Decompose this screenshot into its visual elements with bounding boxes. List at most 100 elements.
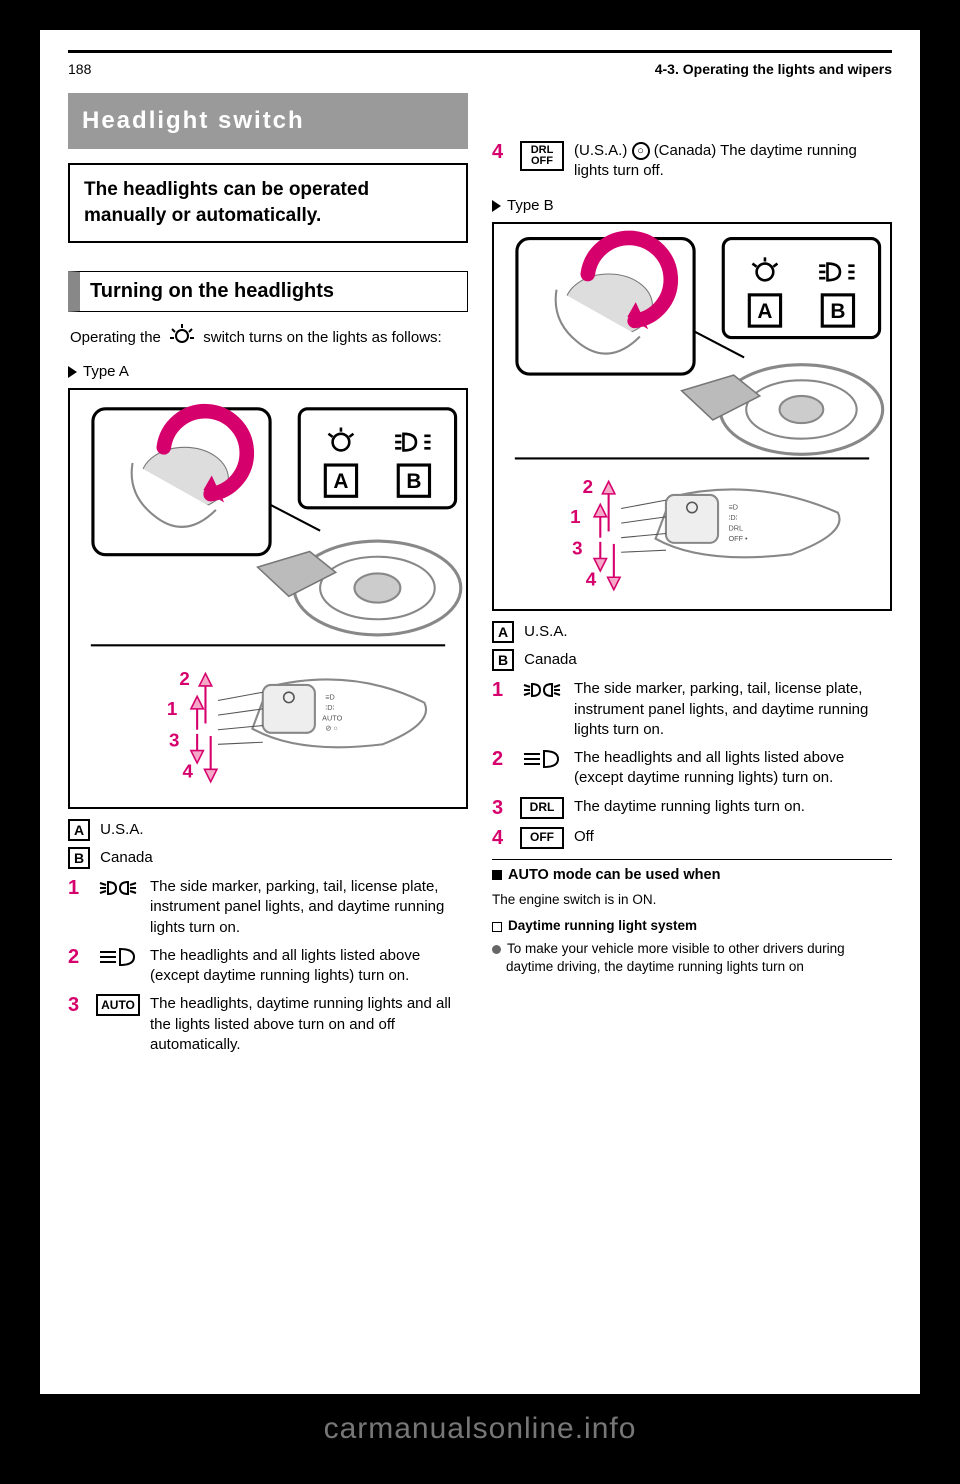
item-b4-num: 4 xyxy=(492,827,510,849)
legend-b: B Canada xyxy=(68,847,468,869)
svg-text:B: B xyxy=(830,300,845,323)
square-bullet-icon xyxy=(492,870,502,880)
drl-off-icon: DRLOFF xyxy=(520,141,564,171)
svg-text:AUTO: AUTO xyxy=(322,714,342,723)
side-marker-icon-b xyxy=(520,679,564,701)
legend-a: A U.S.A. xyxy=(68,819,468,841)
item-num-4: 4 xyxy=(492,141,510,163)
item-a4-text: (U.S.A.) ○ (Canada) The daytime run­ning… xyxy=(574,141,892,182)
svg-text:4: 4 xyxy=(183,761,194,782)
headlight-icon xyxy=(96,946,140,968)
intro-box: The headlights can be oper­ated manually… xyxy=(68,163,468,242)
note-bullet: To make your vehicle more visible to oth… xyxy=(506,940,892,976)
svg-text:B: B xyxy=(406,470,421,493)
svg-text:⊘ ○: ⊘ ○ xyxy=(325,724,338,733)
svg-text:4: 4 xyxy=(586,568,597,589)
drl-icon: DRL xyxy=(520,797,564,819)
type-a-label: Type A xyxy=(68,362,468,382)
note-sub-text: Daytime running light system xyxy=(508,918,697,933)
item-a2: 2 The headlights and all lights listed a… xyxy=(68,946,468,987)
item-a1: 1 The side marker, parking, tail, licens… xyxy=(68,877,468,938)
lamp-icon xyxy=(169,324,195,352)
page: 188 4-3. Operating the lights and wipers… xyxy=(40,30,920,1394)
top-rule xyxy=(68,50,892,53)
page-number: 188 xyxy=(68,61,91,83)
item-b3-num: 3 xyxy=(492,797,510,819)
figure-type-b: A B ≡D ∶D∶ DRL xyxy=(492,222,892,612)
svg-text:≡D: ≡D xyxy=(728,502,738,511)
item-num-3: 3 xyxy=(68,994,86,1016)
note-head: AUTO mode can be used when xyxy=(492,866,892,886)
auto-icon: AUTO xyxy=(96,994,140,1016)
svg-text:2: 2 xyxy=(179,668,189,689)
box-a: A xyxy=(68,819,90,841)
item-a3-text: The headlights, day­time running lights … xyxy=(150,994,468,1055)
notes-rule xyxy=(492,859,892,860)
headlight-icon-b xyxy=(520,748,564,770)
legend-b-b: B Canada xyxy=(492,649,892,671)
item-num-1: 1 xyxy=(68,877,86,899)
box-b: B xyxy=(68,847,90,869)
item-b1: 1 The side marker, parking, tail, licens… xyxy=(492,679,892,740)
box-b2: B xyxy=(492,649,514,671)
triangle-icon-b xyxy=(492,200,501,212)
main-heading: Headlight switch xyxy=(68,93,468,149)
note-bullet-text: To make your vehicle more visible to oth… xyxy=(506,941,845,974)
box-a2: A xyxy=(492,621,514,643)
type-b-label: Type B xyxy=(492,196,892,216)
item-b1-num: 1 xyxy=(492,679,510,701)
svg-text:∶D∶: ∶D∶ xyxy=(325,703,334,712)
left-column: Headlight switch The headlights can be o… xyxy=(68,93,468,1063)
svg-text:A: A xyxy=(757,300,772,323)
item-a3: 3 AUTO The headlights, day­time running … xyxy=(68,994,468,1055)
footer-watermark: carmanualsonline.info xyxy=(0,1412,960,1446)
svg-text:1: 1 xyxy=(570,506,580,527)
square-open-icon xyxy=(492,922,502,932)
legend-a-text: U.S.A. xyxy=(100,821,143,838)
svg-text:OFF •: OFF • xyxy=(728,534,748,543)
svg-text:2: 2 xyxy=(583,476,593,497)
note-sub: Daytime running light system xyxy=(492,917,892,935)
a4-pre: (U.S.A.) xyxy=(574,142,627,159)
item-b3-text: The daytime running lights turn on. xyxy=(574,797,892,817)
operate-pre: Operating the xyxy=(70,329,161,346)
item-b1-text: The side marker, parking, tail, license … xyxy=(574,679,892,740)
legend-b-text: Canada xyxy=(100,849,153,866)
note-head-sub: The engine switch is in ON. xyxy=(492,891,892,909)
right-column: 4 DRLOFF (U.S.A.) ○ (Canada) The daytime… xyxy=(492,93,892,1063)
item-b2: 2 The headlights and all lights listed a… xyxy=(492,748,892,789)
item-b2-num: 2 xyxy=(492,748,510,770)
item-b4-text: Off xyxy=(574,827,892,847)
item-b2-text: The headlights and all lights listed abo… xyxy=(574,748,892,789)
item-a1-text: The side marker, parking, tail, license … xyxy=(150,877,468,938)
svg-text:∶D∶: ∶D∶ xyxy=(728,513,737,522)
svg-text:DRL: DRL xyxy=(728,523,743,532)
columns: Headlight switch The headlights can be o… xyxy=(68,93,892,1063)
item-num-2: 2 xyxy=(68,946,86,968)
item-b3: 3 DRL The daytime running lights turn on… xyxy=(492,797,892,819)
svg-text:A: A xyxy=(333,470,348,493)
note-head-text: AUTO mode can be used when xyxy=(508,867,720,883)
type-a-text: Type A xyxy=(83,362,129,382)
circle-off-icon: ○ xyxy=(632,142,650,160)
off-icon: OFF xyxy=(520,827,564,849)
svg-text:3: 3 xyxy=(572,537,582,558)
legend-a-text2: U.S.A. xyxy=(524,623,567,640)
triangle-icon xyxy=(68,366,77,378)
legend-b-text2: Canada xyxy=(524,651,577,668)
operate-post: switch turns on the lights as follows: xyxy=(203,329,441,346)
item-a2-text: The headlights and all lights listed abo… xyxy=(150,946,468,987)
subheading: Turning on the headlights xyxy=(68,271,468,312)
chapter-title: 4-3. Operating the lights and wipers xyxy=(655,61,892,83)
page-header: 188 4-3. Operating the lights and wipers xyxy=(68,61,892,83)
operate-text: Operating the switch turns on the lights… xyxy=(70,324,466,352)
item-a4: 4 DRLOFF (U.S.A.) ○ (Canada) The daytime… xyxy=(492,141,892,182)
svg-text:≡D: ≡D xyxy=(325,693,335,702)
dot-bullet-icon xyxy=(492,945,501,954)
svg-text:1: 1 xyxy=(167,698,177,719)
type-b-text: Type B xyxy=(507,196,554,216)
item-b4: 4 OFF Off xyxy=(492,827,892,849)
side-marker-icon xyxy=(96,877,140,899)
figure-type-a: A B ≡D xyxy=(68,388,468,809)
svg-text:3: 3 xyxy=(169,730,179,751)
